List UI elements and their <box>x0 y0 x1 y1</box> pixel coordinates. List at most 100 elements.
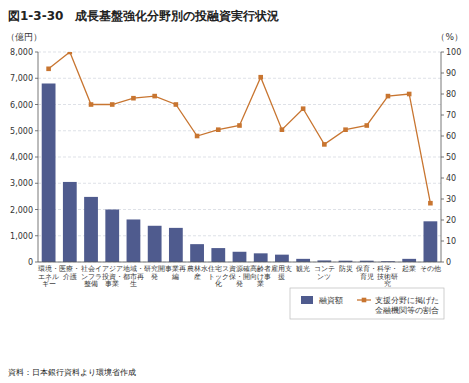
y-tick-label: 3,000 <box>10 179 33 188</box>
x-tick-label: 高齢者向け事業 <box>250 265 271 288</box>
y2-tick-label: 0 <box>446 258 451 267</box>
line-marker <box>258 75 263 80</box>
line-marker <box>386 94 391 99</box>
y2-tick-label: 100 <box>446 48 461 57</box>
y-tick <box>35 130 38 131</box>
grid-line <box>38 183 441 184</box>
line-marker <box>131 96 136 101</box>
source: 資料：日本銀行資料より環境省作成 <box>8 368 136 377</box>
y-tick-label: 1,000 <box>10 232 33 241</box>
x-tick-label: 資源確保・開発 <box>229 265 250 288</box>
line-marker <box>68 52 73 54</box>
x-axis-line <box>38 262 441 263</box>
y-tick <box>35 157 38 158</box>
bar <box>402 259 416 262</box>
text-line: 生 <box>130 280 137 288</box>
text-line: ギー <box>42 280 56 288</box>
text-line: 防災 <box>339 265 353 273</box>
line <box>49 52 431 203</box>
text-line: 究 <box>384 280 391 288</box>
bar <box>63 182 77 262</box>
bar <box>42 84 56 263</box>
text-line: 発 <box>151 273 158 281</box>
y-tick-label: 8,000 <box>10 48 33 57</box>
bar <box>190 244 204 262</box>
text-line: 育児 <box>360 272 374 281</box>
line-marker <box>428 201 433 206</box>
grid-line <box>38 130 441 131</box>
line-marker <box>301 106 306 111</box>
x-tick-label: 研究開発 <box>144 265 165 281</box>
x-tick-label: 事業再編 <box>165 265 186 281</box>
plot-data <box>42 52 438 262</box>
x-tick-label: コンテンツ <box>314 265 335 281</box>
text-line: 業 <box>257 280 264 288</box>
y2-tick <box>441 115 444 116</box>
x-tick-label: 社会インフラ整備 <box>81 265 102 288</box>
y2-tick-label: 40 <box>446 174 456 183</box>
y2-tick <box>441 220 444 221</box>
y2-tick <box>441 94 444 95</box>
grid-line <box>38 262 441 263</box>
title: 図1-3-30 成長基盤強化分野別の投融資実行状況 <box>8 9 279 23</box>
bar <box>105 210 119 263</box>
x-tick-label: 地域・都市再生 <box>122 265 144 288</box>
legend: 融資額 支援分野に掲げた金融機関等の割合 <box>290 288 444 319</box>
text-line: 援 <box>278 273 285 281</box>
text-line: 観光 <box>296 265 310 273</box>
x-tick-label: 農林水産 <box>187 265 208 281</box>
text-line: ンツ <box>317 273 331 281</box>
y-tick <box>35 104 38 105</box>
y2-tick <box>441 157 444 158</box>
line-marker <box>280 127 285 132</box>
grid-line <box>38 78 441 79</box>
x-tick-label: アジア投資・事業 <box>101 265 123 288</box>
y-axis-line <box>38 52 39 262</box>
bar <box>148 226 162 262</box>
text-line: 支援分野に掲げた <box>375 296 439 305</box>
y-tick <box>35 52 38 53</box>
line-marker <box>364 123 369 128</box>
y-tick <box>35 235 38 236</box>
x-tick-label: 観光 <box>296 265 310 273</box>
legend-swatch <box>301 296 313 304</box>
line-marker <box>110 102 115 107</box>
y-tick <box>35 183 38 184</box>
y2-tick-label: 60 <box>446 132 456 141</box>
x-tick-label: 保育・育児 <box>356 264 377 281</box>
background <box>0 0 469 383</box>
y2-axis-label: （%） <box>436 32 463 42</box>
x-tick-label: 科学・技術研究 <box>376 265 398 288</box>
y2-tick-label: 10 <box>446 237 456 246</box>
text-line: 融資額 <box>319 296 343 305</box>
x-tick-label: 防災 <box>339 265 353 273</box>
y-tick-label: 2,000 <box>10 206 33 215</box>
x-tick-label: 医療・介護 <box>59 265 80 281</box>
legend-frame <box>290 288 444 319</box>
bar <box>211 248 225 262</box>
y-axis-label: （億円） <box>6 32 42 42</box>
y2-tick-label: 90 <box>446 69 456 78</box>
bar <box>296 259 310 262</box>
y2-tick <box>441 262 444 263</box>
x-tick-label: 環境・エネルギー <box>38 265 59 288</box>
grid <box>38 52 441 262</box>
line-marker <box>46 67 51 72</box>
y2-tick <box>441 178 444 179</box>
line-marker <box>407 92 412 97</box>
y2-tick <box>441 136 444 137</box>
y-tick <box>35 78 38 79</box>
y2-axis-line <box>441 52 442 262</box>
line-marker <box>152 94 157 99</box>
x-tick-label: 雇用支援 <box>271 265 292 281</box>
text-line: 事業 <box>105 280 119 288</box>
bar <box>254 253 268 262</box>
text-line: 金融機関等の割合 <box>375 306 439 315</box>
bar <box>233 252 247 262</box>
legend-swatch <box>362 298 367 303</box>
y2-tick <box>441 199 444 200</box>
bar <box>424 221 438 262</box>
line-marker <box>322 142 327 147</box>
chart: 図1-3-30 成長基盤強化分野別の投融資実行状況 （億円） （%） 0 1,000 2,… <box>0 0 469 383</box>
y-tick <box>35 209 38 210</box>
